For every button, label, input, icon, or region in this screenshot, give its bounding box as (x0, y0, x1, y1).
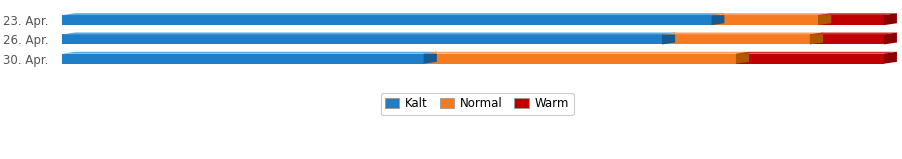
Bar (809, 34, 883, 45)
Polygon shape (883, 13, 896, 25)
Bar (735, 54, 883, 64)
Bar (817, 15, 883, 25)
Bar (62, 15, 711, 25)
Polygon shape (809, 32, 896, 34)
Polygon shape (62, 52, 437, 54)
Polygon shape (423, 52, 437, 64)
Bar (62, 54, 423, 64)
Bar (423, 54, 735, 64)
Polygon shape (661, 32, 675, 45)
Polygon shape (62, 13, 723, 15)
Polygon shape (735, 52, 749, 64)
Polygon shape (883, 52, 896, 64)
Polygon shape (809, 32, 822, 45)
Legend: Kalt, Normal, Warm: Kalt, Normal, Warm (380, 93, 573, 115)
Bar (711, 15, 817, 25)
Polygon shape (711, 13, 830, 15)
Polygon shape (735, 52, 896, 54)
Polygon shape (661, 32, 822, 34)
Polygon shape (711, 13, 723, 25)
Bar (62, 34, 661, 45)
Polygon shape (423, 52, 749, 54)
Polygon shape (817, 13, 896, 15)
Polygon shape (62, 32, 675, 34)
Bar (661, 34, 809, 45)
Polygon shape (883, 32, 896, 45)
Polygon shape (817, 13, 830, 25)
